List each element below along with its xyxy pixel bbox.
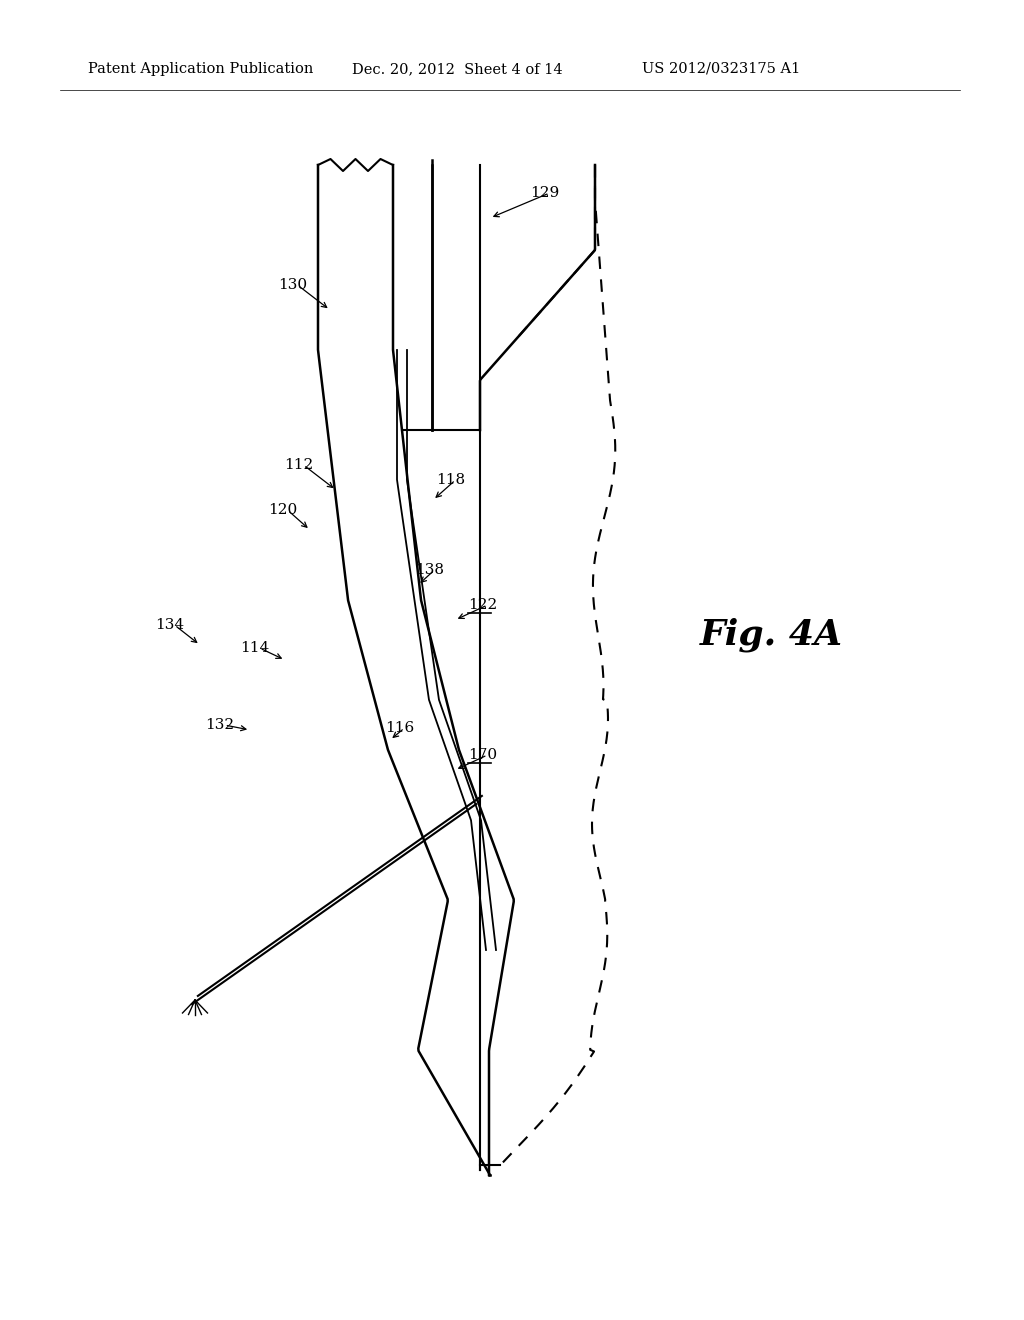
Text: Patent Application Publication: Patent Application Publication — [88, 62, 313, 77]
Text: 138: 138 — [415, 564, 444, 577]
Text: 122: 122 — [468, 598, 498, 612]
Text: 129: 129 — [530, 186, 559, 201]
Text: Fig. 4A: Fig. 4A — [700, 618, 843, 652]
Text: 118: 118 — [436, 473, 465, 487]
Text: Dec. 20, 2012  Sheet 4 of 14: Dec. 20, 2012 Sheet 4 of 14 — [352, 62, 562, 77]
Text: 132: 132 — [205, 718, 234, 733]
Text: 112: 112 — [284, 458, 313, 473]
Text: 116: 116 — [385, 721, 415, 735]
Text: US 2012/0323175 A1: US 2012/0323175 A1 — [642, 62, 800, 77]
Text: 134: 134 — [155, 618, 184, 632]
Text: 114: 114 — [240, 642, 269, 655]
Text: 120: 120 — [268, 503, 297, 517]
Text: 170: 170 — [468, 748, 497, 762]
Text: 130: 130 — [278, 279, 307, 292]
